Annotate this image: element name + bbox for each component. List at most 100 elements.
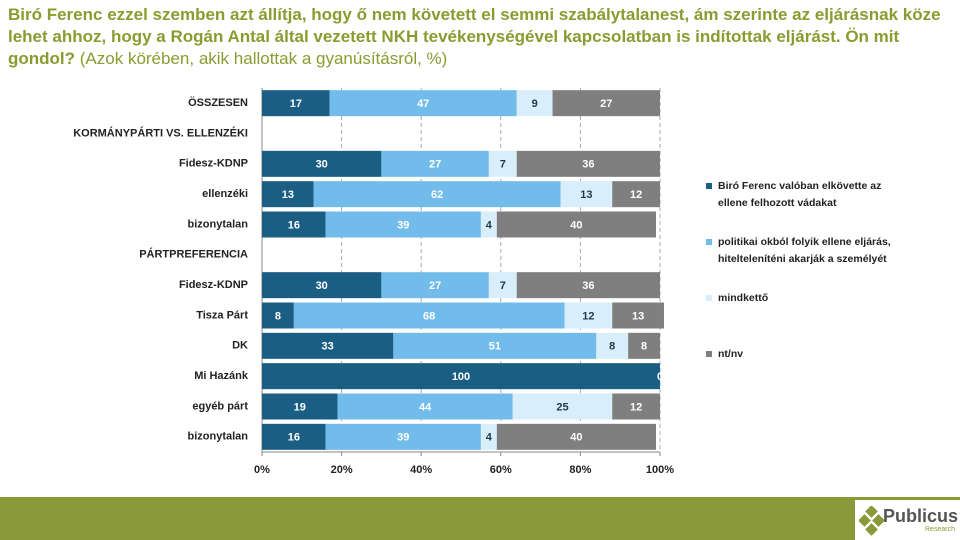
bar-segment (612, 393, 660, 420)
chart-title: Biró Ferenc ezzel szemben azt állítja, h… (8, 5, 941, 68)
legend-label: Biró Ferenc valóban elkövette az ellene … (718, 180, 882, 209)
category-label: egyéb párt (192, 400, 248, 412)
bar-segment (488, 272, 517, 299)
x-tick-label: 40% (410, 464, 432, 476)
value-label: 4 (486, 219, 493, 231)
bar-segment (262, 393, 338, 420)
value-label: 68 (423, 310, 435, 322)
legend-label: mindkettő (718, 292, 769, 304)
bar-segment (480, 211, 497, 238)
value-label: 44 (419, 401, 432, 413)
value-label: 19 (294, 401, 306, 413)
bar-segment (612, 302, 664, 329)
legend-entry: politikai okból folyik ellene eljárás, h… (706, 234, 898, 268)
bar-segment (262, 302, 294, 329)
bar-segment (381, 150, 489, 177)
value-label: 13 (580, 189, 592, 201)
bar-segment (393, 332, 597, 359)
value-label: 30 (316, 159, 328, 171)
legend-entry: mindkettő (706, 290, 898, 307)
value-label: 39 (397, 432, 409, 444)
chart-subtitle: (Azok körében, akik hallottak a gyanúsít… (79, 49, 448, 68)
value-label: 4 (486, 432, 493, 444)
bar-segment (496, 211, 657, 238)
bar-segment (516, 90, 553, 117)
value-label: 30 (316, 280, 328, 292)
bar-segment (480, 423, 497, 450)
logo-tagline: Research (925, 526, 955, 533)
bar-segment (496, 423, 657, 450)
value-label: 100 (452, 371, 470, 383)
bar-segment (337, 393, 513, 420)
bar-segment (293, 302, 565, 329)
category-label: bizonytalan (187, 218, 248, 230)
bar-segment (262, 150, 382, 177)
category-label: PÁRTPREFERENCIA (139, 248, 248, 261)
category-label: ÖSSZESEN (188, 96, 248, 109)
bar-segment (552, 90, 660, 117)
category-label: KORMÁNYPÁRTI VS. ELLENZÉKI (73, 126, 248, 139)
title-block: Biró Ferenc ezzel szemben azt állítja, h… (8, 4, 948, 70)
value-label: 12 (582, 310, 594, 322)
logo-name: Publicus (883, 506, 959, 526)
value-label: 13 (632, 310, 644, 322)
value-label: 7 (500, 159, 506, 171)
bar-segment (628, 332, 660, 359)
value-label: 16 (288, 432, 300, 444)
bar-segment (262, 272, 382, 299)
legend-swatch (706, 183, 712, 189)
category-label: Mi Hazánk (194, 370, 249, 382)
bar-segment (596, 332, 629, 359)
bar-segment (564, 302, 613, 329)
value-label: 47 (417, 98, 429, 110)
x-tick-label: 0% (254, 464, 270, 476)
category-label: Tisza Párt (196, 309, 248, 321)
bar-segment (512, 393, 613, 420)
category-label: Fidesz-KDNP (179, 158, 248, 170)
legend-label: politikai okból folyik ellene eljárás, h… (718, 236, 891, 265)
value-label: 0 (657, 371, 663, 383)
category-label: bizonytalan (187, 431, 248, 443)
value-label: 8 (609, 341, 615, 353)
bar-segment (262, 332, 394, 359)
bar-segment (516, 150, 660, 177)
category-label: ellenzéki (202, 188, 248, 200)
value-label: 12 (630, 189, 642, 201)
value-label: 7 (500, 280, 506, 292)
value-label: 36 (582, 159, 594, 171)
value-label: 8 (275, 310, 281, 322)
bar-segment (612, 181, 660, 208)
bar-segment (329, 90, 517, 117)
logo-icon (859, 506, 885, 536)
value-label: 36 (582, 280, 594, 292)
value-label: 9 (532, 98, 538, 110)
bar-segment (325, 423, 481, 450)
value-label: 39 (397, 219, 409, 231)
value-label: 13 (282, 189, 294, 201)
bar-segment (325, 211, 481, 238)
value-label: 33 (322, 341, 334, 353)
value-label: 51 (489, 341, 501, 353)
bar-segment (262, 90, 330, 117)
bar-segment (516, 272, 660, 299)
value-label: 40 (570, 432, 582, 444)
bar-segment (488, 150, 517, 177)
value-label: 12 (630, 401, 642, 413)
value-label: 27 (429, 159, 441, 171)
legend-swatch (706, 239, 712, 245)
x-tick-label: 100% (646, 464, 674, 476)
category-label: DK (232, 340, 248, 352)
value-label: 8 (641, 341, 647, 353)
x-tick-label: 20% (331, 464, 353, 476)
footer-band (0, 497, 960, 540)
legend-label: nt/nv (718, 348, 744, 360)
value-label: 17 (290, 98, 302, 110)
legend-swatch (706, 351, 712, 357)
legend-entry: nt/nv (706, 346, 898, 363)
bar-segment (262, 423, 326, 450)
value-label: 27 (429, 280, 441, 292)
logo: Publicus Research (855, 500, 960, 540)
value-label: 25 (556, 401, 568, 413)
